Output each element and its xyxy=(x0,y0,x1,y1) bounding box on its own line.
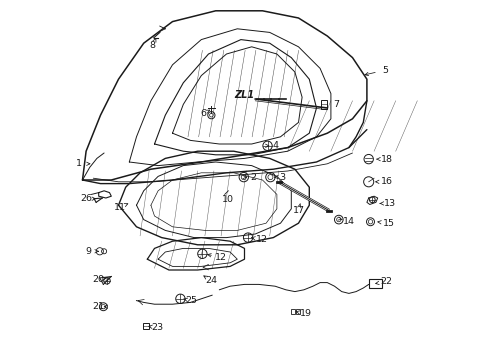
Text: 24: 24 xyxy=(205,276,217,285)
Text: 7: 7 xyxy=(333,100,339,109)
Text: 1: 1 xyxy=(76,159,81,168)
Bar xyxy=(295,309,299,314)
Text: 13: 13 xyxy=(384,199,396,208)
Text: ZL1: ZL1 xyxy=(234,90,254,100)
Text: 25: 25 xyxy=(185,296,197,305)
Text: 3: 3 xyxy=(279,173,285,181)
Text: 2: 2 xyxy=(250,173,256,181)
Text: 12: 12 xyxy=(255,235,267,244)
Text: 9: 9 xyxy=(85,247,91,256)
Text: 6: 6 xyxy=(200,109,205,118)
Bar xyxy=(142,323,148,329)
Text: 12: 12 xyxy=(215,253,226,262)
Text: 15: 15 xyxy=(382,219,394,228)
Bar xyxy=(368,279,382,288)
Text: 14: 14 xyxy=(342,217,354,226)
Text: 18: 18 xyxy=(380,154,392,163)
Text: 17: 17 xyxy=(292,206,304,215)
Text: 11: 11 xyxy=(114,202,126,211)
Text: 26: 26 xyxy=(80,194,92,203)
Text: 20: 20 xyxy=(93,274,104,284)
Text: 10: 10 xyxy=(222,195,234,204)
Text: 19: 19 xyxy=(299,309,311,318)
Bar xyxy=(321,100,327,109)
Text: 22: 22 xyxy=(380,277,392,286)
Text: 23: 23 xyxy=(151,323,163,332)
Text: 16: 16 xyxy=(380,177,392,186)
Bar xyxy=(290,309,294,314)
Text: 4: 4 xyxy=(271,141,278,150)
Text: 8: 8 xyxy=(149,40,155,49)
Text: 21: 21 xyxy=(93,302,104,311)
Text: 5: 5 xyxy=(381,66,387,75)
